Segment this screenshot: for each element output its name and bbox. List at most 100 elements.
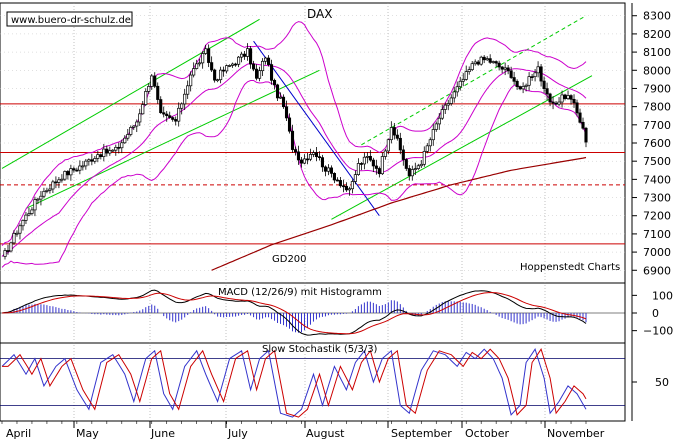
candle-body (299, 159, 304, 164)
candle-body (78, 165, 82, 171)
candle-body (12, 233, 16, 244)
candle-body (344, 185, 348, 191)
candle-body (30, 209, 34, 214)
candle-body (216, 79, 220, 82)
candle-body (201, 53, 205, 64)
candle-body (6, 250, 10, 252)
candle-body (138, 113, 142, 123)
candle-body (177, 107, 181, 122)
price-tick-label: 7500 (643, 155, 671, 168)
candle-body (332, 173, 336, 181)
candle-body (87, 159, 91, 162)
candle-body (269, 64, 274, 81)
candle-body (99, 154, 103, 157)
price-tick-label: 7200 (643, 210, 671, 223)
candle-body (560, 94, 564, 103)
candle-body (524, 84, 528, 87)
candle-body (162, 112, 166, 115)
candle-body (527, 76, 531, 86)
candle-body (258, 70, 262, 79)
candle-body (542, 80, 546, 90)
candle-body (539, 66, 543, 82)
candle-body (284, 106, 289, 119)
candle-body (440, 109, 444, 119)
candle-body (261, 60, 265, 72)
candle-body (132, 125, 136, 128)
price-tick-label: 8100 (643, 46, 671, 59)
candle-body (548, 93, 552, 103)
candle-body (386, 139, 390, 152)
candle-body (111, 149, 115, 152)
candle-body (554, 102, 558, 105)
candle-body (575, 102, 579, 114)
candle-body (365, 155, 369, 158)
candle-body (108, 150, 112, 154)
candle-body (464, 71, 468, 80)
candle-body (521, 86, 525, 90)
candle-body (240, 53, 244, 58)
candle-body (272, 79, 277, 86)
candle-body (171, 117, 175, 120)
downtrend-line (253, 40, 380, 217)
candle-body (263, 57, 268, 62)
candle-body (530, 76, 534, 78)
candle-body (237, 56, 241, 65)
candle-body (506, 67, 510, 72)
price-tick-label: 8000 (643, 64, 671, 77)
candle-body (129, 127, 133, 135)
price-tick-label: 7800 (643, 101, 671, 114)
month-label-october: October (465, 427, 509, 440)
candle-body (563, 94, 567, 99)
candle-body (9, 242, 13, 252)
price-tick-label: 7300 (643, 192, 671, 205)
candle-body (153, 75, 157, 87)
candle-body (57, 179, 61, 183)
candle-body (287, 117, 292, 132)
candle-body (443, 104, 447, 110)
candle-body (189, 74, 193, 87)
candle-body (338, 180, 342, 187)
candle-body (123, 137, 127, 144)
candle-body (341, 185, 345, 188)
candle-body (117, 146, 121, 149)
candle-body (39, 195, 43, 200)
candle-body (42, 190, 46, 197)
candle-body (3, 250, 7, 257)
stochastic-title: Slow Stochastik (5/3/3) (262, 344, 378, 355)
candle-body (491, 61, 495, 63)
candle-body (398, 137, 402, 151)
candle-body (500, 66, 504, 70)
stochastic-d-line (2, 348, 587, 418)
candle-body (48, 188, 52, 191)
candle-body (302, 158, 307, 164)
candle-body (21, 220, 25, 227)
candle-body (515, 80, 519, 87)
candle-body (422, 151, 426, 165)
macd-tick-label: 100 (652, 289, 673, 302)
candle-body (509, 70, 513, 78)
macd-line (1, 289, 587, 336)
candle-body (467, 69, 471, 72)
candle-body (168, 115, 172, 118)
candle-body (350, 181, 354, 190)
candle-body (431, 129, 435, 141)
price-tick-label: 7900 (643, 82, 671, 95)
candle-body (389, 127, 393, 141)
candle-body (488, 58, 492, 63)
candle-body (84, 160, 88, 167)
candle-body (45, 189, 49, 192)
candle-body (93, 158, 97, 162)
trend-channel-line (25, 69, 320, 209)
candle-body (401, 149, 405, 160)
candle-body (72, 168, 76, 171)
candle-body (347, 188, 351, 191)
candle-body (470, 63, 474, 71)
price-tick-label: 7100 (643, 228, 671, 241)
candle-body (434, 123, 438, 130)
candle-body (228, 65, 232, 67)
candle-body (81, 165, 85, 168)
bollinger-middle-line (1, 62, 587, 257)
candle-body (102, 148, 106, 157)
watermark: www.buero-dr-schulz.de (11, 15, 131, 26)
macd-tick-label: 0 (652, 307, 659, 320)
